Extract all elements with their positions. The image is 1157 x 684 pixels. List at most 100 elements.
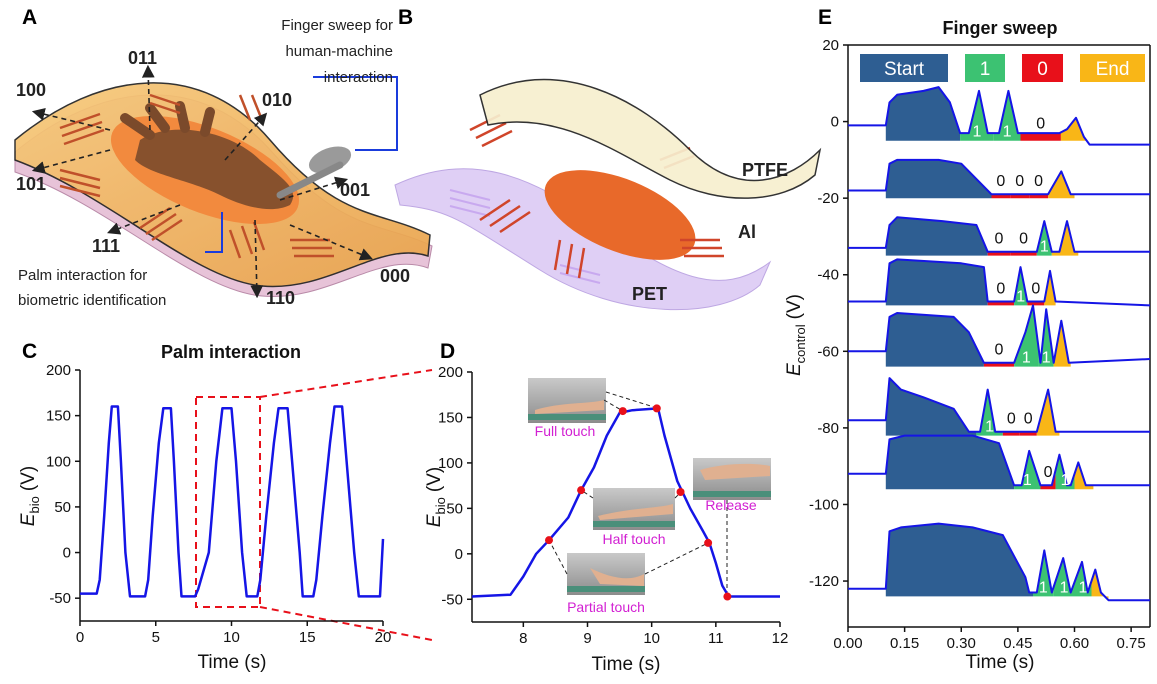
photo-group xyxy=(528,378,771,595)
y-axis-subscript: bio xyxy=(27,496,42,513)
y-axis-label: Econtrol(V) xyxy=(784,294,808,376)
note: Finger sweep for xyxy=(281,17,393,34)
panel-label: A xyxy=(22,6,37,29)
y-tick-label: 150 xyxy=(46,408,71,425)
y-tick-label: 0 xyxy=(455,546,463,563)
annotation: Half touch xyxy=(602,531,665,547)
chart: -5005010015020005101520Palm interactionT… xyxy=(18,342,391,673)
code-label: 001 xyxy=(340,180,370,200)
y-axis-unit: (V) xyxy=(784,294,805,319)
marker-point xyxy=(677,488,685,496)
marker-point xyxy=(704,539,712,547)
y-tick-label: 20 xyxy=(822,37,839,54)
x-tick-label: 0 xyxy=(76,629,84,646)
x-tick-label: 0.60 xyxy=(1060,635,1089,652)
bit-label: 0 xyxy=(1007,411,1016,428)
start-region xyxy=(886,524,1033,597)
x-tick-label: 12 xyxy=(772,630,789,647)
y-tick-label: 100 xyxy=(46,453,71,470)
annotation: Release xyxy=(705,497,757,513)
code-label: 101 xyxy=(16,174,46,194)
bit-label: 0 xyxy=(1031,280,1040,297)
code-label: 000 xyxy=(380,266,410,286)
x-tick-label: 20 xyxy=(375,629,392,646)
x-tick-label: 5 xyxy=(152,629,160,646)
x-tick-label: 15 xyxy=(299,629,316,646)
y-tick-label: -100 xyxy=(809,496,839,513)
x-tick-label: 0.45 xyxy=(1003,635,1032,652)
bit-label: 1 xyxy=(1039,579,1048,596)
bit-label: 1 xyxy=(1023,472,1032,489)
bit-label: 1 xyxy=(1042,350,1051,367)
y-tick-label: -80 xyxy=(817,420,839,437)
marker-point xyxy=(723,593,731,601)
y-tick-label: -120 xyxy=(809,573,839,590)
bit-label: 0 xyxy=(995,231,1004,248)
y-axis-symbol: E xyxy=(424,514,445,527)
bit-label: 0 xyxy=(1024,411,1033,428)
bit-label: 1 xyxy=(1003,124,1012,141)
y-axis-symbol: E xyxy=(784,363,805,376)
y-tick-label: -50 xyxy=(49,590,71,607)
start-region xyxy=(886,217,988,255)
bit-label: 1 xyxy=(1061,472,1070,489)
start-region xyxy=(886,436,1014,490)
y-axis-unit: (V) xyxy=(18,466,39,491)
marker-point xyxy=(545,536,553,544)
y-tick-label: 0 xyxy=(63,545,71,562)
x-tick-label: 0.75 xyxy=(1117,635,1146,652)
layer-label: Al xyxy=(738,222,756,242)
bit-label: 1 xyxy=(1060,579,1069,596)
bit-label: 0 xyxy=(996,173,1005,190)
layer-label: PET xyxy=(632,284,667,304)
y-tick-label: -50 xyxy=(441,591,463,608)
bit-label: 1 xyxy=(1022,350,1031,367)
x-tick-label: 0.00 xyxy=(833,635,862,652)
code-label: 010 xyxy=(262,90,292,110)
bit-label: 0 xyxy=(1034,173,1043,190)
code-label: 111 xyxy=(92,236,120,256)
note: Palm interaction for xyxy=(18,267,147,284)
x-axis-label: Time (s) xyxy=(198,652,267,673)
trace: 000 xyxy=(848,160,1150,198)
y-axis-label: Ebio(V) xyxy=(424,467,448,527)
y-tick-label: 50 xyxy=(54,499,71,516)
panel-label: D xyxy=(440,340,455,363)
y-tick-label: 150 xyxy=(438,409,463,426)
x-tick-label: 11 xyxy=(708,630,724,647)
y-tick-label: -60 xyxy=(817,343,839,360)
y-axis-label: Ebio(V) xyxy=(18,466,42,526)
panel-label: B xyxy=(398,6,413,29)
note: interaction xyxy=(324,69,393,86)
x-tick-label: 10 xyxy=(223,629,240,646)
bit-label: 1 xyxy=(1016,288,1025,305)
x-tick-label: 8 xyxy=(519,630,527,647)
bit-label: 0 xyxy=(1019,231,1028,248)
bit-label: 1 xyxy=(985,419,994,436)
x-tick-label: 0.30 xyxy=(947,635,976,652)
bit-label: 0 xyxy=(1044,464,1053,481)
panel-b-illustration xyxy=(395,80,820,310)
y-tick-label: -20 xyxy=(817,190,839,207)
panel-label: C xyxy=(22,340,37,363)
chart-title: Palm interaction xyxy=(161,342,301,362)
bit-label: 0 xyxy=(995,342,1004,359)
legend-label: End xyxy=(1096,59,1130,80)
bit-label: 1 xyxy=(972,124,981,141)
marker-point xyxy=(653,404,661,412)
y-axis-subscript: bio xyxy=(433,497,448,514)
marker-point xyxy=(619,407,627,415)
note: human-machine xyxy=(285,43,393,60)
y-tick-label: 50 xyxy=(446,500,463,517)
legend-label: Start xyxy=(884,59,925,80)
figure: A B C D E xyxy=(0,0,1157,679)
annotation: Full touch xyxy=(535,423,596,439)
x-tick-label: 0.15 xyxy=(890,635,919,652)
chart-title: Finger sweep xyxy=(942,18,1057,38)
